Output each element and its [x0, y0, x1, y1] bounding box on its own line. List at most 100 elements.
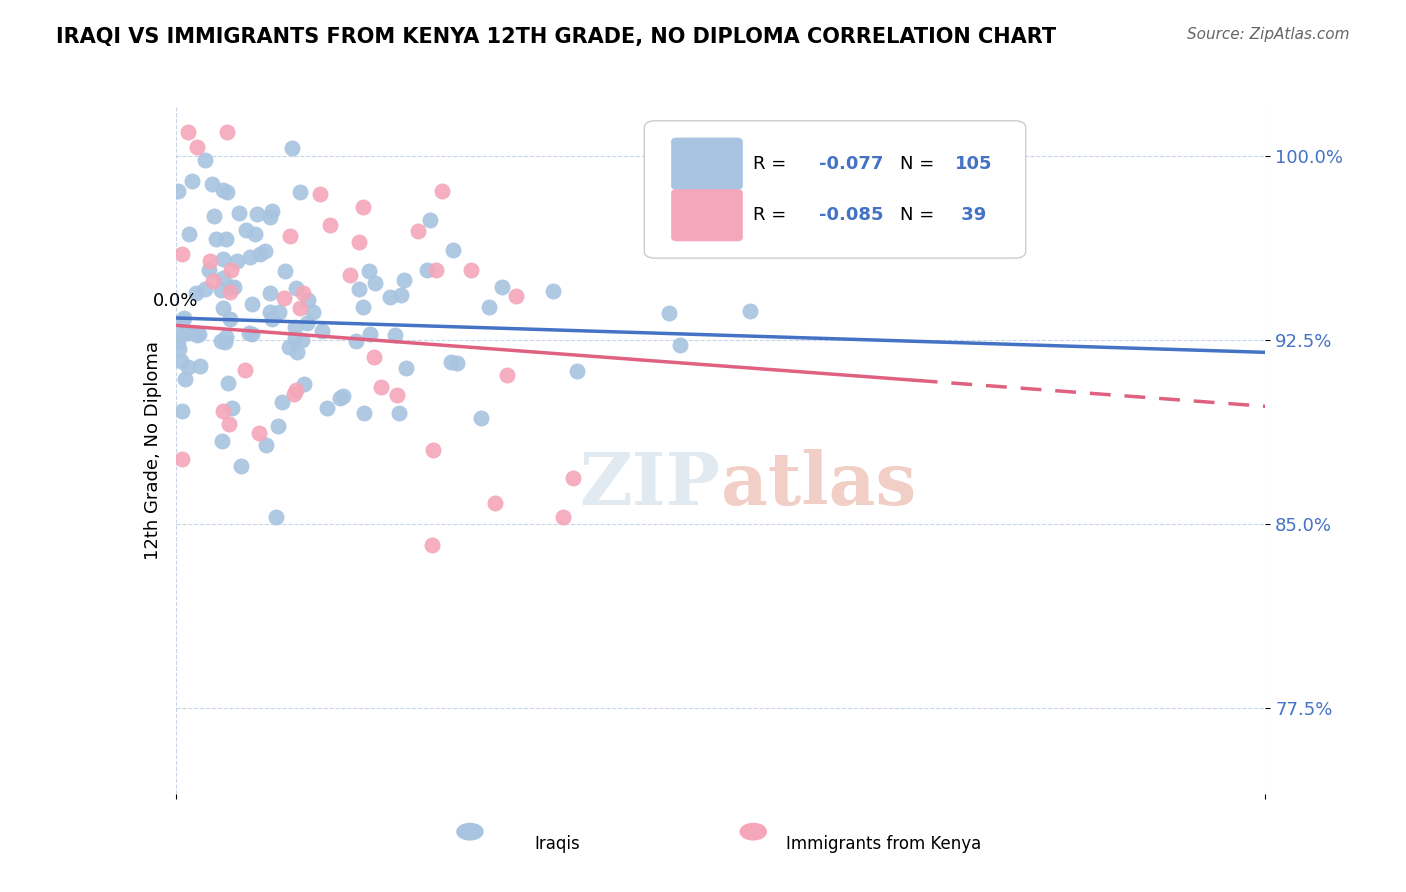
Point: [222, 280, 245, 294]
Point: [209, 283, 232, 297]
Text: atlas: atlas: [721, 450, 915, 520]
Point: [408, 224, 430, 238]
Point: [235, 223, 257, 237]
Point: [273, 291, 295, 305]
Point: [245, 227, 267, 241]
Point: [388, 406, 411, 420]
Point: [201, 177, 224, 191]
Point: [194, 153, 217, 168]
Point: [188, 359, 211, 373]
Point: [167, 342, 190, 356]
Point: [274, 263, 297, 277]
Point: [357, 264, 380, 278]
Text: N =: N =: [900, 155, 941, 173]
Point: [174, 372, 197, 386]
Text: 0.0%: 0.0%: [153, 293, 198, 310]
Point: [311, 324, 333, 338]
Point: [329, 391, 352, 405]
Point: [339, 268, 361, 283]
Point: [188, 326, 211, 341]
Text: Immigrants from Kenya: Immigrants from Kenya: [786, 835, 981, 853]
Point: [271, 395, 294, 409]
Point: [260, 312, 283, 326]
Point: [170, 404, 193, 418]
Point: [229, 459, 252, 474]
Point: [505, 289, 527, 303]
Point: [184, 286, 207, 301]
Point: [292, 285, 315, 300]
Point: [235, 362, 257, 376]
Text: -0.077: -0.077: [818, 155, 883, 173]
Point: [262, 203, 284, 218]
Point: [246, 207, 269, 221]
Point: [170, 353, 193, 368]
Point: [284, 383, 307, 397]
Point: [176, 325, 198, 339]
Point: [172, 451, 194, 466]
Point: [395, 360, 418, 375]
Point: [217, 185, 239, 199]
Point: [347, 235, 370, 249]
Point: [288, 186, 311, 200]
Text: N =: N =: [900, 206, 941, 224]
Point: [283, 386, 305, 401]
Point: [219, 311, 242, 326]
Point: [211, 252, 233, 266]
Point: [204, 232, 226, 246]
Point: [278, 228, 301, 243]
Point: [297, 293, 319, 308]
Point: [668, 338, 690, 352]
Point: [430, 184, 453, 198]
Point: [316, 401, 339, 415]
Point: [177, 124, 200, 138]
Point: [319, 219, 342, 233]
Point: [349, 282, 371, 296]
Point: [302, 305, 325, 319]
Point: [295, 316, 318, 330]
Point: [180, 174, 202, 188]
Point: [217, 376, 239, 390]
Point: [198, 263, 221, 277]
Point: [420, 538, 443, 552]
Point: [460, 263, 482, 277]
Text: R =: R =: [754, 206, 792, 224]
Point: [239, 250, 262, 264]
Point: [221, 401, 243, 416]
Point: [170, 326, 193, 341]
Point: [363, 351, 385, 365]
FancyBboxPatch shape: [672, 138, 742, 189]
Point: [352, 200, 374, 214]
Point: [211, 271, 233, 285]
Point: [565, 364, 588, 378]
Point: [219, 262, 242, 277]
Point: [284, 281, 307, 295]
Point: [686, 124, 709, 138]
FancyBboxPatch shape: [672, 189, 742, 241]
FancyBboxPatch shape: [644, 120, 1026, 258]
Point: [290, 301, 312, 315]
Point: [215, 330, 238, 344]
Text: ZIP: ZIP: [579, 450, 721, 520]
Point: [422, 442, 444, 457]
Point: [281, 141, 304, 155]
Point: [177, 326, 200, 341]
Point: [219, 285, 242, 300]
Point: [416, 262, 439, 277]
Point: [172, 247, 194, 261]
Point: [419, 213, 441, 227]
Point: [194, 282, 217, 296]
Point: [284, 331, 307, 345]
Point: [562, 471, 585, 485]
Point: [277, 340, 299, 354]
Point: [259, 286, 281, 301]
Point: [240, 297, 263, 311]
Point: [225, 254, 247, 268]
Point: [658, 306, 681, 320]
Circle shape: [740, 823, 766, 840]
Point: [284, 320, 307, 334]
Point: [541, 285, 564, 299]
Point: [441, 243, 464, 257]
Text: Iraqis: Iraqis: [534, 835, 581, 853]
Point: [238, 326, 260, 340]
Point: [198, 254, 221, 268]
